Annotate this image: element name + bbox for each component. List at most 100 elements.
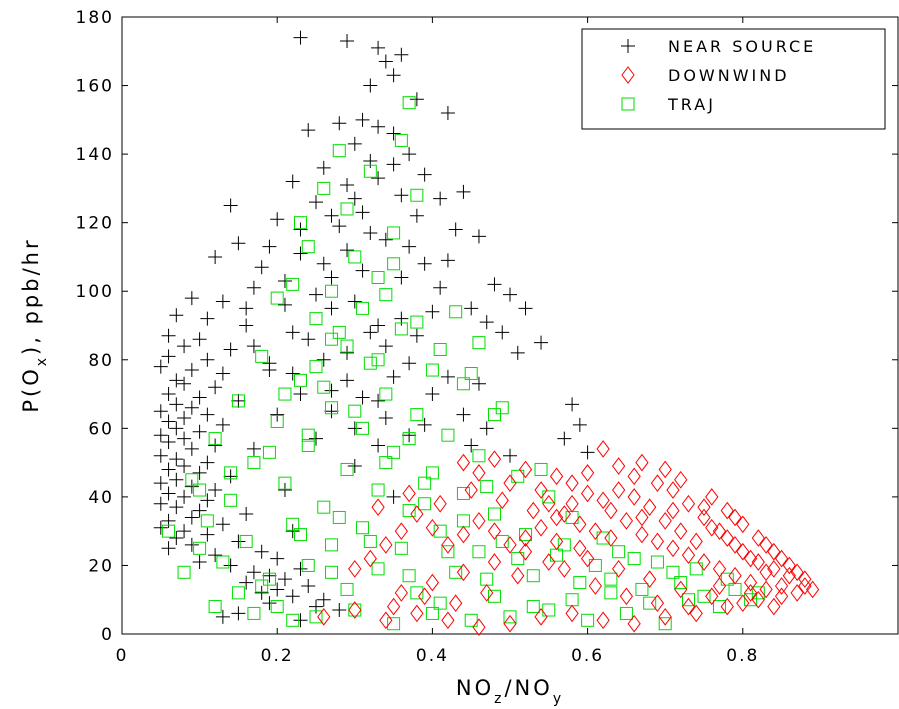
near-source-point — [417, 256, 432, 271]
downwind-point — [565, 474, 579, 493]
traj-point — [317, 380, 331, 394]
near-source-point — [402, 147, 417, 162]
axes: 0 20 40 60 80 100 120 140 160 180 0 0.2 0.4 0.6 0.8 — [76, 8, 898, 666]
legend-item-near-source: NEAR SOURCE — [621, 37, 813, 56]
near-source-point — [254, 544, 269, 559]
downwind-point — [394, 584, 408, 602]
downwind-point — [798, 577, 812, 595]
near-source-point — [153, 496, 168, 511]
near-source-point — [177, 489, 192, 504]
downwind-point — [612, 481, 626, 499]
traj-point — [270, 600, 284, 614]
near-source-point — [169, 472, 184, 487]
near-source-point — [215, 517, 230, 532]
traj-point — [293, 528, 307, 542]
traj-point — [325, 565, 339, 579]
traj-point — [356, 521, 370, 535]
near-source-series — [153, 30, 595, 628]
traj-point — [519, 528, 533, 542]
traj-point — [185, 473, 199, 487]
traj-point — [573, 576, 587, 590]
x-tick-label: 0.6 — [571, 646, 604, 666]
traj-point — [689, 562, 703, 576]
near-source-point — [316, 592, 331, 607]
downwind-point — [743, 549, 758, 568]
near-source-point — [231, 606, 246, 621]
near-source-point — [347, 459, 362, 474]
near-source-point — [161, 414, 176, 429]
near-source-point — [246, 339, 261, 354]
y-tick-label: 40 — [88, 488, 114, 508]
near-source-point — [572, 417, 587, 432]
near-source-point — [309, 287, 323, 302]
near-source-point — [332, 219, 347, 234]
near-source-point — [479, 421, 494, 436]
downwind-point — [712, 577, 727, 595]
traj-point — [557, 538, 571, 552]
near-source-point — [417, 417, 432, 432]
downwind-point — [767, 560, 781, 578]
traj-point — [309, 360, 323, 374]
traj-point — [487, 507, 501, 521]
traj-point — [301, 428, 315, 442]
near-source-point — [293, 613, 308, 628]
traj-point — [255, 349, 269, 363]
downwind-point — [487, 522, 502, 541]
downwind-point — [712, 560, 727, 578]
downwind-point — [410, 604, 424, 623]
traj-point — [449, 565, 463, 579]
near-source-point — [293, 246, 308, 261]
near-source-point — [316, 352, 331, 367]
traj-point — [464, 613, 478, 627]
traj-point — [526, 600, 540, 614]
traj-point — [286, 613, 300, 627]
near-source-point — [316, 160, 331, 175]
downwind-point — [720, 529, 734, 547]
near-source-point — [215, 366, 230, 381]
near-source-point — [534, 335, 549, 350]
near-source-point — [239, 318, 254, 333]
traj-point — [487, 408, 501, 422]
traj-point — [627, 552, 641, 566]
near-source-point — [153, 448, 168, 463]
y-axis-label: P(Ox), ppb/hr — [19, 237, 50, 412]
traj-series — [162, 96, 765, 631]
near-source-point — [153, 359, 168, 374]
traj-point — [325, 284, 339, 298]
y-tick-label: 120 — [76, 214, 114, 234]
traj-point — [456, 486, 470, 500]
downwind-point — [712, 522, 727, 541]
downwind-point — [542, 553, 556, 571]
downwind-point — [635, 453, 649, 472]
traj-point — [387, 617, 401, 631]
downwind-point — [666, 481, 680, 499]
x-tick-label: 0.8 — [726, 646, 759, 666]
traj-point — [720, 572, 734, 586]
near-source-point — [161, 486, 176, 501]
near-source-point — [262, 363, 277, 378]
near-source-point — [378, 339, 393, 354]
near-source-point — [332, 603, 347, 618]
near-source-point — [580, 445, 595, 460]
downwind-point — [658, 512, 672, 530]
downwind-point — [728, 566, 742, 585]
downwind-point — [394, 522, 408, 541]
downwind-point — [767, 542, 781, 561]
traj-point — [612, 545, 626, 559]
traj-point — [231, 394, 245, 408]
y-tick-label: 180 — [76, 8, 114, 28]
near-source-point — [402, 356, 417, 371]
traj-point — [449, 305, 463, 319]
near-source-point — [386, 68, 401, 83]
downwind-point — [549, 467, 564, 486]
near-source-point — [301, 123, 316, 138]
near-source-point — [340, 243, 355, 258]
near-source-point — [456, 407, 471, 422]
traj-point — [208, 600, 222, 614]
near-source-point — [347, 191, 362, 206]
downwind-point — [806, 580, 820, 599]
y-tick-label: 80 — [88, 351, 114, 371]
legend: NEAR SOURCE DOWNWIND TRAJ — [581, 28, 886, 130]
traj-point — [270, 291, 284, 305]
near-source-point — [192, 332, 207, 347]
